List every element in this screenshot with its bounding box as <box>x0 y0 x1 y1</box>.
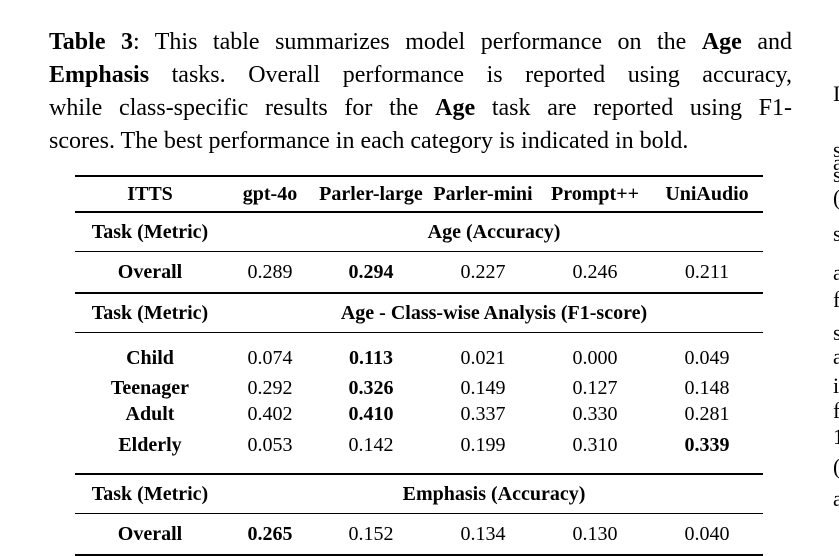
value-cell: 0.339 <box>651 427 763 475</box>
value-cell: 0.227 <box>427 251 539 294</box>
column-header-parler-mini: Parler-mini <box>427 176 539 213</box>
margin-fragment: s <box>833 320 839 345</box>
table-header-row: ITTS gpt-4o Parler-large Parler-mini Pro… <box>75 176 763 213</box>
margin-fragment: s <box>833 221 839 246</box>
value-cell: 0.152 <box>348 522 394 545</box>
section-task-label: Task (Metric) <box>75 212 225 252</box>
section-metric-label: Emphasis (Accuracy) <box>225 474 763 514</box>
column-header-gpt-4o: gpt-4o <box>225 176 315 213</box>
value-cell: 0.337 <box>460 402 506 425</box>
caption-line: scores. The best performance in each cat… <box>49 125 792 158</box>
value-cell: 0.021 <box>460 346 506 369</box>
row-label: Teenager <box>110 376 190 399</box>
value-cell: 0.148 <box>684 376 730 399</box>
value-cell: 0.130 <box>572 522 618 545</box>
table-caption: Table 3: This table summarizes model per… <box>49 26 792 158</box>
value-cell: 0.199 <box>427 427 539 475</box>
section-header-row: Task (Metric) Age (Accuracy) <box>75 212 763 252</box>
table-row: Teenager 0.292 0.326 0.149 0.127 0.148 <box>75 375 763 401</box>
row-label: Elderly <box>75 427 225 475</box>
margin-fragment: a <box>833 486 839 511</box>
caption-table-number: Table 3 <box>49 29 133 55</box>
value-cell: 0.040 <box>684 522 730 545</box>
value-cell: 0.246 <box>539 251 651 294</box>
value-cell: 0.292 <box>247 376 293 399</box>
section-metric-label: Age - Class-wise Analysis (F1-score) <box>225 293 763 333</box>
value-cell: 0.211 <box>651 251 763 294</box>
caption-text: : This table summarizes model performanc… <box>133 29 702 55</box>
section-task-label: Task (Metric) <box>75 293 225 333</box>
margin-fragment: f <box>833 398 839 423</box>
caption-text: scores. The best performance in each cat… <box>49 128 689 154</box>
section-metric-label: Age (Accuracy) <box>225 212 763 252</box>
margin-fragment: a <box>833 260 839 285</box>
value-cell: 0.330 <box>572 402 618 425</box>
section-task-label: Task (Metric) <box>75 474 225 514</box>
margin-fragment: 1 <box>833 424 839 449</box>
value-cell: 0.326 <box>348 376 394 399</box>
value-cell: 0.127 <box>572 376 618 399</box>
table-row: Child 0.074 0.113 0.021 0.000 0.049 <box>75 333 763 376</box>
column-header-itts: ITTS <box>75 176 225 213</box>
row-label: Adult <box>125 402 175 425</box>
value-cell: 0.281 <box>684 402 730 425</box>
row-label: Child <box>126 346 174 369</box>
margin-fragment: s <box>833 137 839 162</box>
margin-fragment: ( <box>833 455 839 479</box>
caption-bold-emphasis: Emphasis <box>49 62 150 88</box>
caption-line: Emphasis tasks. Overall performance is r… <box>49 59 792 92</box>
table-row: Elderly 0.053 0.142 0.199 0.310 0.339 <box>75 427 763 475</box>
table-row: Adult 0.402 0.410 0.337 0.330 0.281 <box>75 401 763 427</box>
caption-bold-age: Age <box>435 95 476 121</box>
value-cell: 0.142 <box>315 427 427 475</box>
caption-text: and <box>741 29 792 55</box>
caption-text: while class-specific results for the <box>49 95 436 121</box>
value-cell: 0.265 <box>247 522 293 545</box>
value-cell: 0.074 <box>247 346 293 369</box>
column-header-prompt-plus-plus: Prompt++ <box>539 176 651 213</box>
caption-bold-age: Age <box>701 29 742 55</box>
column-header-parler-large: Parler-large <box>315 176 427 213</box>
value-cell: 0.289 <box>225 251 315 294</box>
value-cell: 0.049 <box>684 346 730 369</box>
margin-fragment: a <box>833 344 839 369</box>
results-table: ITTS gpt-4o Parler-large Parler-mini Pro… <box>75 175 763 556</box>
row-label: Overall <box>75 251 225 294</box>
value-cell: 0.113 <box>349 346 393 369</box>
caption-text: task are reported using F1- <box>475 95 792 121</box>
caption-line: while class-specific results for the Age… <box>49 92 792 125</box>
margin-fragment: I <box>833 81 839 106</box>
value-cell: 0.410 <box>348 402 394 425</box>
section-header-row: Task (Metric) Age - Class-wise Analysis … <box>75 293 763 333</box>
value-cell: 0.000 <box>572 346 618 369</box>
caption-text: tasks. Overall performance is reported u… <box>149 62 792 88</box>
section-header-row: Task (Metric) Emphasis (Accuracy) <box>75 474 763 514</box>
value-cell: 0.294 <box>315 251 427 294</box>
margin-fragment: i <box>833 373 839 398</box>
margin-fragment: f <box>833 287 839 312</box>
value-cell: 0.402 <box>247 402 293 425</box>
margin-fragment: ( <box>833 186 839 210</box>
value-cell: 0.310 <box>539 427 651 475</box>
margin-fragment: s <box>833 162 839 187</box>
value-cell: 0.053 <box>225 427 315 475</box>
table-row: Overall 0.265 0.152 0.134 0.130 0.040 <box>75 514 763 556</box>
table-row: Overall 0.289 0.294 0.227 0.246 0.211 <box>75 251 763 294</box>
value-cell: 0.149 <box>460 376 506 399</box>
column-header-uniaudio: UniAudio <box>651 176 763 213</box>
caption-line: Table 3: This table summarizes model per… <box>49 26 792 59</box>
margin-fragment: a <box>833 150 839 175</box>
row-label: Overall <box>117 522 183 545</box>
value-cell: 0.134 <box>460 522 506 545</box>
